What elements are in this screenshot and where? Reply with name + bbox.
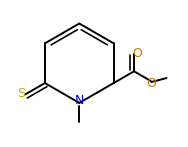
Text: O: O — [146, 77, 156, 90]
Text: N: N — [75, 94, 84, 107]
Text: S: S — [17, 87, 26, 100]
Text: O: O — [132, 47, 142, 60]
